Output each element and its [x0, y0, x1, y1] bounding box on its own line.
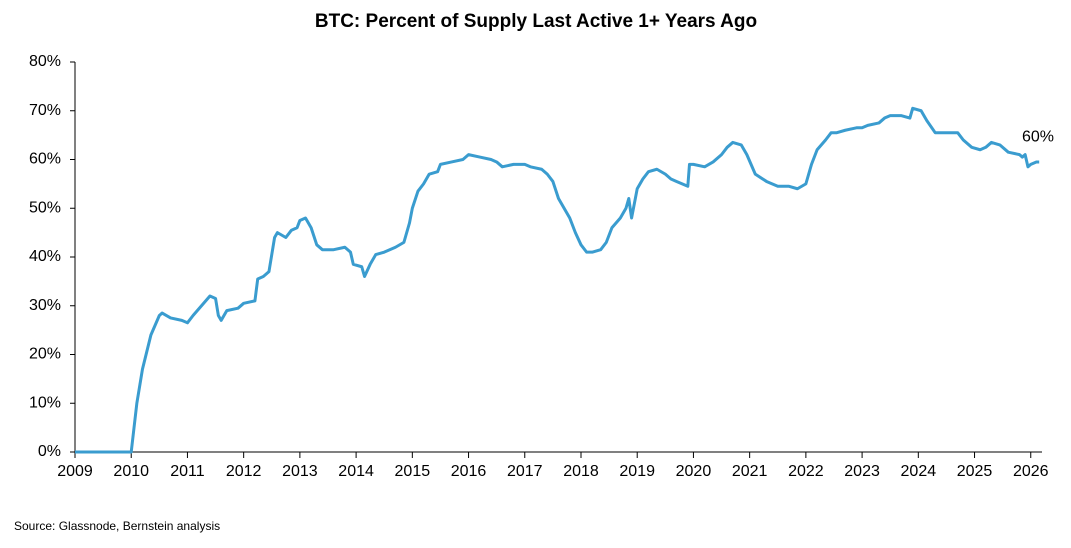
x-tick-label: 2025	[957, 463, 993, 480]
x-tick-label: 2024	[901, 463, 937, 480]
y-tick-label: 20%	[29, 346, 61, 363]
x-tick-label: 2014	[338, 463, 374, 480]
x-tick-label: 2023	[844, 463, 880, 480]
x-tick-label: 2011	[170, 463, 205, 480]
data-line	[75, 106, 1040, 454]
x-tick-label: 2009	[57, 463, 93, 480]
y-tick-label: 70%	[29, 102, 61, 119]
x-tick-label: 2020	[676, 463, 712, 480]
x-tick-label: 2021	[732, 463, 768, 480]
y-tick-label: 10%	[29, 394, 61, 411]
chart-title: BTC: Percent of Supply Last Active 1+ Ye…	[315, 11, 757, 32]
x-tick-label: 2015	[395, 463, 431, 480]
x-tick-label: 2012	[226, 463, 262, 480]
annotation: 60%	[1022, 129, 1054, 146]
x-tick-label: 2010	[113, 463, 149, 480]
y-tick-label: 0%	[38, 443, 61, 460]
y-tick-label: 80%	[29, 53, 61, 70]
y-tick-label: 40%	[29, 248, 61, 265]
x-tick-label: 2022	[788, 463, 824, 480]
x-tick-label: 2026	[1013, 463, 1049, 480]
y-tick-label: 60%	[29, 151, 61, 168]
x-tick-label: 2017	[507, 463, 543, 480]
x-tick-label: 2016	[451, 463, 487, 480]
x-tick-label: 2013	[282, 463, 318, 480]
x-tick-label: 2018	[563, 463, 599, 480]
source-note: Source: Glassnode, Bernstein analysis	[14, 519, 220, 533]
y-tick-label: 30%	[29, 297, 61, 314]
x-tick-label: 2019	[619, 463, 655, 480]
y-tick-label: 50%	[29, 199, 61, 216]
